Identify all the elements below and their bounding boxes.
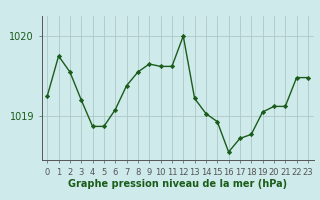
X-axis label: Graphe pression niveau de la mer (hPa): Graphe pression niveau de la mer (hPa) (68, 179, 287, 189)
